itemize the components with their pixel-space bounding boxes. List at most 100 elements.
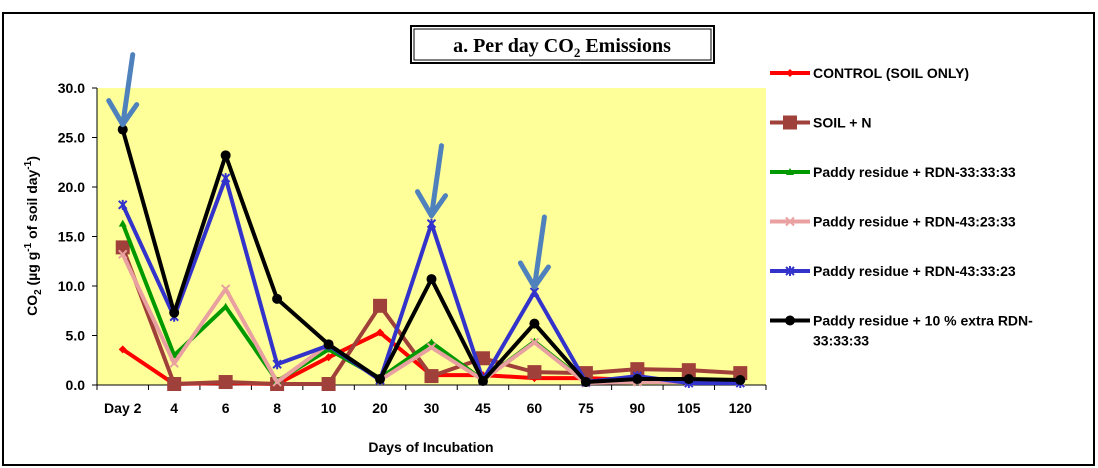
data-point xyxy=(681,363,696,378)
legend: CONTROL (SOIL ONLY) SOIL + N Paddy residue… xyxy=(770,65,1033,349)
legend-marker xyxy=(786,69,794,77)
x-tick-label: 10 xyxy=(321,400,337,416)
data-point xyxy=(683,374,694,385)
y-tick-label: 15.0 xyxy=(58,229,85,245)
arrow-shaft xyxy=(120,52,136,128)
x-tick-label: 30 xyxy=(424,400,440,416)
data-point xyxy=(376,328,385,337)
data-point xyxy=(220,284,231,294)
legend-item-3: Paddy residue + RDN-33:33:33 xyxy=(770,164,1016,180)
legend-label-line2: 33:33:33 xyxy=(813,333,869,349)
data-point xyxy=(426,342,437,353)
arrow-head xyxy=(415,189,448,219)
arrow-head xyxy=(106,98,140,128)
title-tail: Emissions xyxy=(580,35,671,57)
x-tick-label: 6 xyxy=(222,400,230,416)
data-point xyxy=(272,377,282,387)
x-tick-label: 4 xyxy=(170,400,178,416)
data-point xyxy=(427,338,436,346)
legend-item-4: Paddy residue + RDN-43:23:33 xyxy=(770,214,1016,230)
annotation-arrows xyxy=(106,52,551,290)
legend-marker xyxy=(785,216,795,227)
data-point xyxy=(221,302,230,310)
legend-label: Paddy residue + RDN-33:33:33 xyxy=(813,164,1016,180)
y-tick-label: 0.0 xyxy=(66,377,86,393)
axes: 0.0 5.0 10.0 15.0 20.0 25.0 30.0 Day 2 4 6 8 10 20 30… xyxy=(58,80,767,416)
y-tick-label: 10.0 xyxy=(58,278,85,294)
data-point xyxy=(167,377,182,392)
arrow-shaft xyxy=(429,143,444,219)
data-point xyxy=(373,298,388,313)
x-axis-title: Days of Incubation xyxy=(368,439,493,455)
y-tick-label: 20.0 xyxy=(58,179,85,195)
arrow-annotation xyxy=(517,214,551,290)
title-box xyxy=(410,25,715,64)
data-point xyxy=(580,377,591,388)
legend-item-6: Paddy residue + 10 % extra RDN- 33:33:33 xyxy=(770,313,1033,349)
arrow-annotation xyxy=(415,143,448,219)
series-2 xyxy=(115,240,748,392)
data-point xyxy=(477,376,488,387)
data-point xyxy=(118,345,127,354)
data-point xyxy=(632,374,643,385)
data-point xyxy=(529,337,540,348)
svg-text:a. Per day CO2 Emissions: a. Per day CO2 Emissions xyxy=(453,35,671,60)
series-layer xyxy=(115,124,748,392)
legend-item-5: Paddy residue + RDN-43:33:23 xyxy=(770,263,1016,279)
legend-item-1: CONTROL (SOIL ONLY) xyxy=(770,65,969,81)
arrow-annotation xyxy=(106,52,140,128)
y-tick-label: 25.0 xyxy=(58,130,85,146)
data-point xyxy=(321,377,336,392)
x-tick-label: 60 xyxy=(527,400,543,416)
data-point xyxy=(115,240,130,255)
data-point xyxy=(220,150,231,161)
data-point xyxy=(529,318,540,329)
data-point xyxy=(323,339,334,350)
arrow-head xyxy=(517,260,551,290)
x-tick-label: 45 xyxy=(475,400,491,416)
x-tick-label: Day 2 xyxy=(104,400,142,416)
legend-marker xyxy=(786,168,794,175)
legend-item-2: SOIL + N xyxy=(770,115,871,131)
legend-marker xyxy=(783,115,797,130)
legend-label: CONTROL (SOIL ONLY) xyxy=(813,65,969,81)
data-point xyxy=(118,249,128,260)
x-tick-label: 20 xyxy=(372,400,388,416)
x-tick-label: 75 xyxy=(578,400,594,416)
plot-area xyxy=(97,88,766,385)
data-point xyxy=(424,369,439,384)
legend-label: Paddy residue + RDN-43:33:23 xyxy=(813,263,1016,279)
data-point xyxy=(220,173,231,184)
legend-label: Paddy residue + 10 % extra RDN- xyxy=(813,313,1033,329)
legend-label: SOIL + N xyxy=(813,115,871,131)
data-point xyxy=(118,219,127,227)
data-point xyxy=(117,124,128,135)
data-point xyxy=(426,218,437,229)
x-tick-label: 8 xyxy=(273,400,281,416)
x-tick-label: 105 xyxy=(677,400,701,416)
data-point xyxy=(169,307,180,318)
series-6 xyxy=(117,124,746,388)
data-point xyxy=(118,199,128,210)
legend-marker xyxy=(785,315,795,326)
chart-title: a. Per day CO2 Emissions xyxy=(410,25,715,64)
y-axis-title: CO2 (µg g-1 of soil day-1) xyxy=(23,156,44,316)
data-point xyxy=(527,365,542,380)
x-tick-label: 90 xyxy=(630,400,646,416)
data-point xyxy=(218,375,233,390)
arrow-shaft xyxy=(531,214,547,290)
data-point xyxy=(735,375,746,386)
x-tick-label: 120 xyxy=(729,400,753,416)
data-point xyxy=(375,374,386,385)
data-point xyxy=(475,351,490,366)
y-tick-label: 30.0 xyxy=(58,80,85,96)
data-point xyxy=(272,293,283,304)
data-point xyxy=(272,359,282,370)
data-point xyxy=(324,353,333,362)
legend-label: Paddy residue + RDN-43:23:33 xyxy=(813,214,1016,230)
title-sub: 2 xyxy=(574,45,581,60)
legend-marker xyxy=(785,266,795,276)
title-main: a. Per day CO xyxy=(453,35,574,57)
data-point xyxy=(426,274,437,285)
